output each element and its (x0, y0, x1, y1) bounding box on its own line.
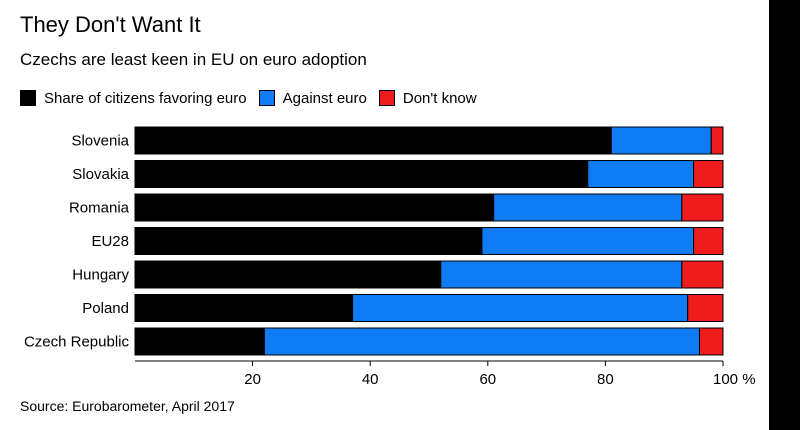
bar-hungary-against-euro (440, 260, 683, 289)
category-label-slovakia: Slovakia (72, 166, 129, 183)
legend-swatch-against (258, 90, 275, 106)
legend-label-favoring: Share of citizens favoring euro (44, 89, 247, 107)
bar-hungary-don-t-know (681, 260, 724, 289)
bar-czech-republic-don-t-know (698, 327, 724, 356)
chart-subtitle: Czechs are least keen in EU on euro adop… (20, 50, 367, 69)
bar-eu28-against-euro (481, 227, 695, 255)
legend-label-dont-know: Don't know (402, 89, 477, 107)
x-tick-label-40: 40 (362, 371, 379, 388)
category-label-eu28: EU28 (91, 233, 129, 250)
chart-panel: They Don't Want It Czechs are least keen… (0, 0, 769, 430)
bar-slovakia-don-t-know (693, 160, 724, 188)
bar-eu28-share-of-citizens-favoring-euro (134, 227, 483, 255)
bar-slovenia-share-of-citizens-favoring-euro (134, 126, 612, 155)
category-label-poland: Poland (82, 300, 129, 317)
legend-swatch-favoring (20, 90, 36, 106)
legend-item-against: Against euro (258, 89, 367, 107)
bar-czech-republic-against-euro (263, 327, 700, 356)
legend-item-dont-know: Don't know (378, 89, 477, 107)
bar-slovakia-against-euro (587, 160, 695, 188)
bar-poland-against-euro (352, 294, 689, 322)
bar-slovakia-share-of-citizens-favoring-euro (134, 160, 589, 188)
bar-plot: Slovenia Slovakia Romania EU28 Hungary Poland… (24, 126, 756, 388)
chart-title: They Don't Want It (20, 12, 201, 37)
legend-item-favoring: Share of citizens favoring euro (20, 90, 247, 107)
bar-romania-against-euro (493, 193, 683, 222)
bar-eu28-don-t-know (693, 227, 724, 255)
bar-poland-don-t-know (687, 294, 724, 322)
category-label-czech-republic: Czech Republic (24, 334, 130, 351)
bar-poland-share-of-citizens-favoring-euro (134, 294, 354, 322)
x-tick-label-100: 100 % (713, 371, 756, 388)
category-label-hungary: Hungary (72, 267, 129, 284)
legend-swatch-dont-know (378, 90, 395, 106)
bar-slovenia-against-euro (610, 126, 712, 155)
x-tick-label-80: 80 (597, 371, 614, 388)
legend-label-against: Against euro (282, 89, 367, 107)
category-label-romania: Romania (69, 200, 130, 217)
bar-slovenia-don-t-know (710, 126, 724, 155)
bar-hungary-share-of-citizens-favoring-euro (134, 260, 442, 289)
x-tick-label-20: 20 (244, 371, 261, 388)
legend: Share of citizens favoring euro Against … (20, 88, 489, 108)
x-tick-label-60: 60 (479, 371, 496, 388)
category-label-slovenia: Slovenia (71, 133, 129, 150)
source-note: Source: Eurobarometer, April 2017 (20, 398, 235, 414)
bar-romania-don-t-know (681, 193, 724, 222)
bar-romania-share-of-citizens-favoring-euro (134, 193, 495, 222)
bar-czech-republic-share-of-citizens-favoring-euro (134, 327, 265, 356)
